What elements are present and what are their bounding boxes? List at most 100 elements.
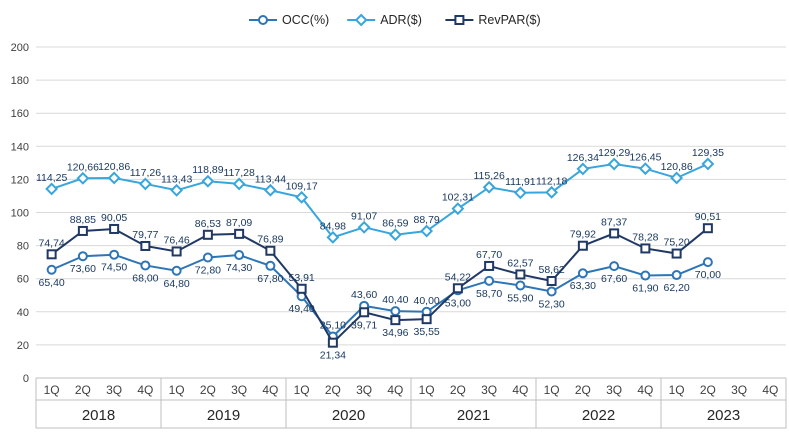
revpar-marker	[234, 228, 245, 239]
occ-data-label: 52,30	[538, 298, 564, 310]
revpar-data-label: 76,89	[257, 234, 283, 246]
revpar-marker	[171, 246, 182, 257]
revpar-data-label: 34,96	[382, 327, 408, 339]
occ-marker	[671, 270, 682, 281]
x-tick-label: 3Q	[231, 383, 247, 397]
occ-marker	[171, 265, 182, 276]
revpar-data-label: 87,09	[226, 217, 252, 229]
revpar-data-label: 90,51	[695, 211, 721, 223]
adr-marker	[357, 220, 371, 234]
revpar-data-label: 88,85	[70, 214, 96, 226]
revpar-marker	[671, 248, 682, 259]
x-tick-label: 1Q	[544, 383, 560, 397]
occ-marker	[390, 306, 401, 317]
revpar-marker	[296, 283, 307, 294]
occ-marker	[577, 268, 588, 279]
occ-marker	[484, 275, 495, 286]
legend-diamond-icon	[354, 13, 368, 27]
revpar-data-label: 75,20	[663, 237, 689, 249]
occ-marker	[546, 286, 557, 297]
x-tick-label: 2Q	[450, 383, 466, 397]
adr-marker	[420, 224, 434, 238]
revpar-data-label: 21,34	[320, 350, 346, 362]
adr-marker	[295, 190, 309, 204]
x-tick-label: 4Q	[512, 383, 528, 397]
adr-marker	[482, 180, 496, 194]
adr-data-label: 117,26	[130, 167, 161, 179]
revpar-marker	[452, 283, 463, 294]
x-tick-label: 4Q	[137, 383, 153, 397]
occ-data-label: 40,00	[413, 295, 439, 307]
adr-data-label: 86,59	[382, 218, 408, 230]
revpar-marker	[640, 243, 651, 254]
year-box	[35, 399, 162, 429]
occ-marker	[265, 260, 276, 271]
revpar-data-label: 39,71	[351, 319, 377, 331]
occ-data-label: 43,60	[351, 289, 377, 301]
quarter-labels: 1Q 2Q 3Q 4Q 1Q 2Q 3Q 4Q 1Q 2Q 3Q 4Q 1Q 2Q 3Q 4Q 1Q 2Q 3Q 4Q…	[44, 383, 779, 397]
adr-marker	[545, 185, 559, 199]
occ-marker	[640, 270, 651, 281]
adr-marker	[76, 171, 90, 185]
occ-data-label: 55,90	[507, 292, 533, 304]
y-tick-label: 180	[11, 75, 29, 87]
x-tick-label: 1Q	[169, 383, 185, 397]
adr-data-label: 114,25	[36, 172, 67, 184]
y-tick-label: 200	[11, 42, 29, 54]
y-axis-labels: 0 20 40 60 80 100 120 140 160 180 200	[11, 42, 29, 385]
revpar-data-label: 76,46	[163, 234, 189, 246]
adr-data-label: 113,43	[161, 173, 192, 185]
adr-marker	[513, 186, 527, 200]
y-tick-label: 40	[17, 307, 29, 319]
revpar-data-label: 90,05	[101, 212, 127, 224]
adr-marker	[638, 162, 652, 176]
legend-circle-icon	[258, 15, 268, 25]
occ-marker	[140, 260, 151, 271]
revpar-marker	[390, 315, 401, 326]
year-label: 2023	[707, 407, 740, 424]
adr-data-label: 109,17	[286, 180, 318, 192]
x-tick-label: 2Q	[325, 383, 341, 397]
x-tick-label: 2Q	[75, 383, 91, 397]
adr-marker	[451, 202, 465, 216]
adr-marker	[701, 157, 715, 171]
adr-data-label: 126,34	[567, 152, 599, 164]
series-revpar-data-labels: 74,74 88,85 90,05 79,77 76,46 86,53 87,09 76,89…	[38, 211, 721, 361]
x-tick-label: 3Q	[356, 383, 372, 397]
revpar-marker	[140, 240, 151, 251]
adr-data-label: 115,26	[473, 170, 504, 182]
revpar-marker	[484, 260, 495, 271]
adr-data-label: 91,07	[351, 210, 377, 222]
legend-item-revpar: RevPAR($)	[445, 13, 541, 27]
revpar-data-label: 74,74	[38, 237, 64, 249]
adr-data-label: 129,35	[692, 147, 724, 159]
occ-marker	[46, 264, 57, 275]
revpar-line	[51, 227, 709, 345]
chart-legend: OCC(%) ADR($) RevPAR($)	[249, 13, 541, 27]
x-tick-label: 3Q	[106, 383, 122, 397]
revpar-marker	[327, 337, 338, 348]
occ-data-label: 53,00	[445, 297, 471, 309]
y-tick-label: 100	[11, 208, 29, 220]
year-box	[285, 399, 412, 429]
adr-data-label: 112,18	[536, 175, 567, 187]
occ-data-label: 72,80	[195, 265, 221, 277]
occ-data-label: 68,00	[132, 272, 158, 284]
year-label: 2022	[582, 407, 615, 424]
adr-marker	[138, 177, 152, 191]
legend-item-occ: OCC(%)	[249, 13, 329, 27]
adr-data-label: 117,28	[223, 167, 254, 179]
adr-marker	[170, 183, 184, 197]
revpar-data-label: 54,22	[445, 271, 471, 283]
adr-marker	[607, 157, 621, 171]
revpar-marker	[46, 249, 57, 260]
adr-data-label: 120,66	[67, 161, 99, 173]
occ-data-label: 67,60	[601, 273, 627, 285]
occ-data-label: 70,00	[695, 269, 721, 281]
occ-marker	[702, 257, 713, 268]
occ-data-label: 63,30	[570, 280, 596, 292]
year-label: 2021	[457, 407, 490, 424]
revpar-marker	[577, 240, 588, 251]
